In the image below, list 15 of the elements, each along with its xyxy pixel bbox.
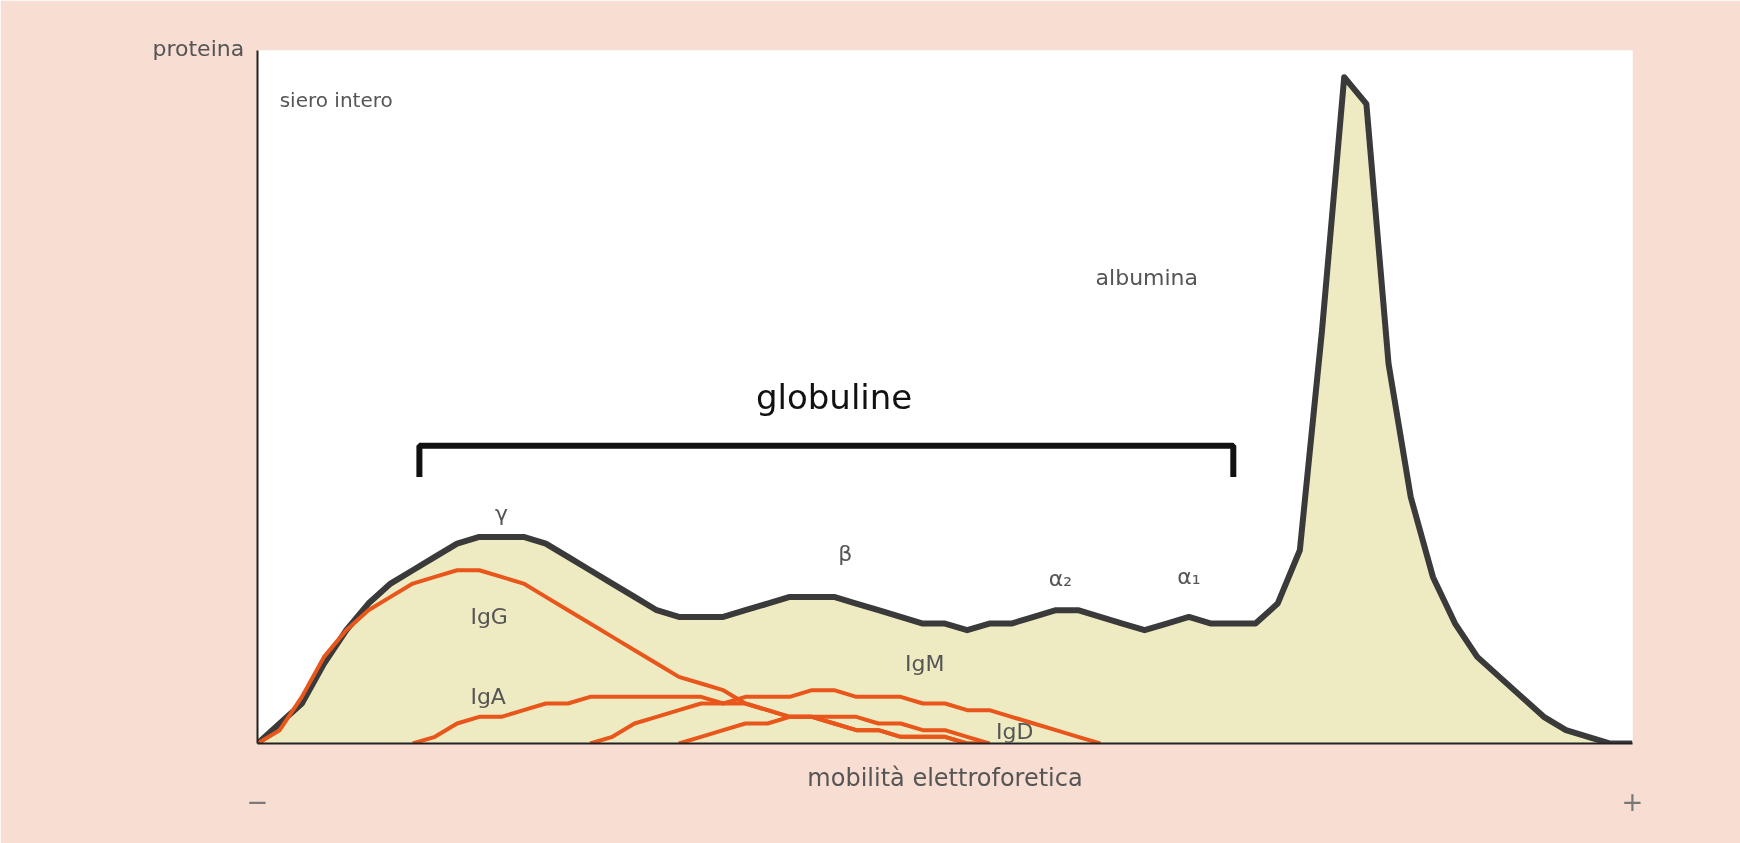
annotation: α₁ [1177, 564, 1201, 590]
series-label: IgG [470, 604, 508, 630]
series-label: IgA [470, 684, 506, 710]
annotation: β [838, 541, 853, 567]
annotation: γ [494, 501, 508, 527]
annotation: globuline [755, 377, 913, 417]
annotation: albumina [1095, 264, 1199, 290]
text: − [246, 786, 269, 817]
text: + [1621, 786, 1644, 817]
series-label: IgM [905, 651, 945, 677]
x-axis-title: mobilità elettroforetica [807, 763, 1083, 792]
annotation: siero intero [279, 88, 393, 113]
series-label: IgD [996, 719, 1034, 745]
y-axis-title: proteina [152, 35, 245, 61]
annotation: α₂ [1048, 566, 1072, 592]
